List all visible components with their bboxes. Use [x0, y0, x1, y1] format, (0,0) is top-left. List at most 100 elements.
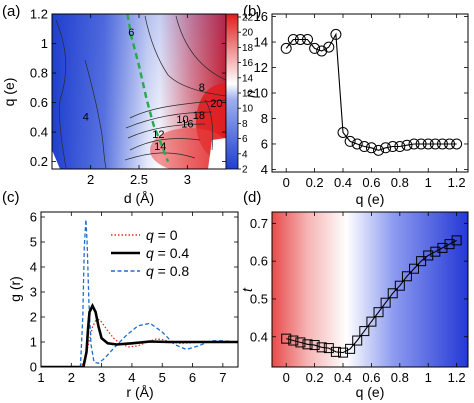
panel-d-point: [409, 263, 420, 274]
panel-d-point: [345, 343, 356, 354]
panel-a-ytick-label: 0.6: [30, 95, 48, 110]
panel-b-point: [387, 141, 399, 153]
panel-b-point: [309, 42, 321, 54]
panel-b-ytick-label: 10: [254, 86, 268, 101]
panel-a-ytick-label: 0.2: [30, 154, 48, 169]
colorbar-ticks: 2 4 6 8 10 12 14 16 18 20 22: [238, 13, 254, 176]
panel-d-point: [394, 280, 405, 291]
panel-b-markers: [280, 28, 463, 156]
panel-d-markers: [281, 235, 462, 358]
contour-label: 20: [210, 98, 222, 110]
panel-a-xtick-label: 2.5: [130, 172, 148, 187]
panel-c-ytick-label: 0: [30, 360, 37, 375]
panel-d: 0 0.2 0.4 0.6 0.8 1 1.2 0.4 0.5 0.6 0.7 q (e) t: [239, 211, 469, 400]
colorbar-tick-label: 2: [242, 165, 248, 176]
panel-d-axes: 0 0.2 0.4 0.6 0.8 1 1.2 0.4 0.5 0.6 0.7: [250, 212, 468, 385]
panel-d-point: [295, 337, 306, 348]
panel-d-point: [281, 333, 292, 344]
legend-label-q0: q = 0: [146, 227, 178, 243]
panel-d-point: [387, 288, 398, 299]
panel-b-point: [429, 138, 441, 150]
colorbar-tick-label: 4: [242, 149, 248, 160]
panel-b-point: [351, 138, 363, 150]
panel-d-xtick-label: 1: [425, 370, 432, 385]
panel-c-xtick-label: 2: [68, 370, 75, 385]
contour-label: 12: [152, 129, 164, 141]
panel-c-ytick-label: 4: [30, 260, 37, 275]
panel-d-point: [288, 335, 299, 346]
panel-a-ytick-label: 1: [41, 36, 48, 51]
panel-b-point: [302, 33, 314, 45]
panel-d-ylabel: t: [239, 287, 255, 292]
panel-d-point: [338, 347, 349, 358]
panel-d-point: [302, 339, 313, 350]
panel-a-xtick-label: 2: [87, 172, 94, 187]
panel-c-xtick-label: 6: [189, 370, 196, 385]
panel-a-ytick-label: 0.4: [30, 125, 48, 140]
panel-b-point: [365, 142, 377, 154]
contour-label: 10: [176, 114, 188, 126]
panel-d-xtick-label: 0.6: [362, 370, 380, 385]
panel-d-point: [416, 256, 427, 267]
panel-a-ytick-label: 0.8: [30, 66, 48, 81]
panel-b-point: [380, 142, 392, 154]
panel-b-xtick-label: 1: [425, 175, 432, 190]
panel-b-point: [344, 135, 356, 147]
panel-a-ylabel: q (e): [1, 78, 17, 107]
panel-a-xtick-label: 3: [184, 172, 191, 187]
panel-b-point: [323, 41, 335, 53]
panel-b-point: [436, 138, 448, 150]
panel-d-xtick-label: 0: [283, 370, 290, 385]
panel-b-xtick-label: 0.4: [334, 175, 352, 190]
panel-b-point: [401, 139, 413, 151]
panel-d-point: [380, 297, 391, 308]
panel-d-point: [437, 242, 448, 253]
panel-b-ytick-label: 6: [261, 136, 268, 151]
panel-c-xtick-label: 3: [98, 370, 105, 385]
colorbar-tick-label: 6: [242, 134, 248, 145]
panel-b-ytick-label: 16: [254, 9, 268, 24]
panel-b-ylabel: n: [242, 90, 258, 98]
panel-c-ylabel: g (r): [7, 276, 23, 302]
panel-b-xtick-label: 0.6: [362, 175, 380, 190]
panel-d-xlabel: q (e): [356, 384, 385, 400]
series-q04-line: [41, 302, 238, 367]
colorbar-tick-label: 14: [242, 73, 254, 84]
panel-d-point: [316, 342, 327, 353]
panel-b-label: (b): [243, 3, 261, 20]
panel-b-point: [422, 138, 434, 150]
panel-d-xtick-label: 0.4: [334, 370, 352, 385]
panel-b-xtick-label: 1.2: [448, 175, 466, 190]
contour-label: 6: [128, 27, 134, 39]
panel-d-point: [323, 343, 334, 354]
panel-d-line: [286, 239, 457, 354]
panel-c-ytick-label: 2: [30, 310, 37, 325]
panel-c-xtick-label: 4: [128, 370, 135, 385]
panel-b-point: [444, 138, 456, 150]
panel-b-axes: 0 0.2 0.4 0.6 0.8 1 1.2 4 6 8 10 12 14 16: [254, 9, 468, 190]
contour-label: 8: [199, 82, 205, 94]
panel-b-point: [280, 42, 292, 54]
contour-label: 14: [154, 141, 166, 153]
panel-a-ytick-label: 1.2: [30, 7, 48, 22]
panel-d-ytick-label: 0.5: [250, 291, 268, 306]
panel-d-label: (d): [243, 189, 261, 206]
legend-label-q08: q = 0.8: [146, 263, 189, 279]
panel-b-point: [287, 33, 299, 45]
panel-d-point: [352, 335, 363, 346]
panel-b-point: [373, 144, 385, 156]
panel-d-ytick-label: 0.7: [250, 216, 268, 231]
contour-label: 16: [181, 119, 193, 131]
colorbar-tick-label: 20: [242, 28, 254, 39]
panel-b-point: [415, 138, 427, 150]
panel-d-point: [359, 326, 370, 337]
panel-b-point: [337, 127, 349, 138]
panel-d-point: [373, 307, 384, 318]
colorbar-tick-label: 12: [242, 89, 254, 100]
panel-b-xlabel: q (e): [356, 191, 385, 207]
panel-d-point: [430, 246, 441, 257]
colorbar-tick-label: 16: [242, 58, 254, 69]
